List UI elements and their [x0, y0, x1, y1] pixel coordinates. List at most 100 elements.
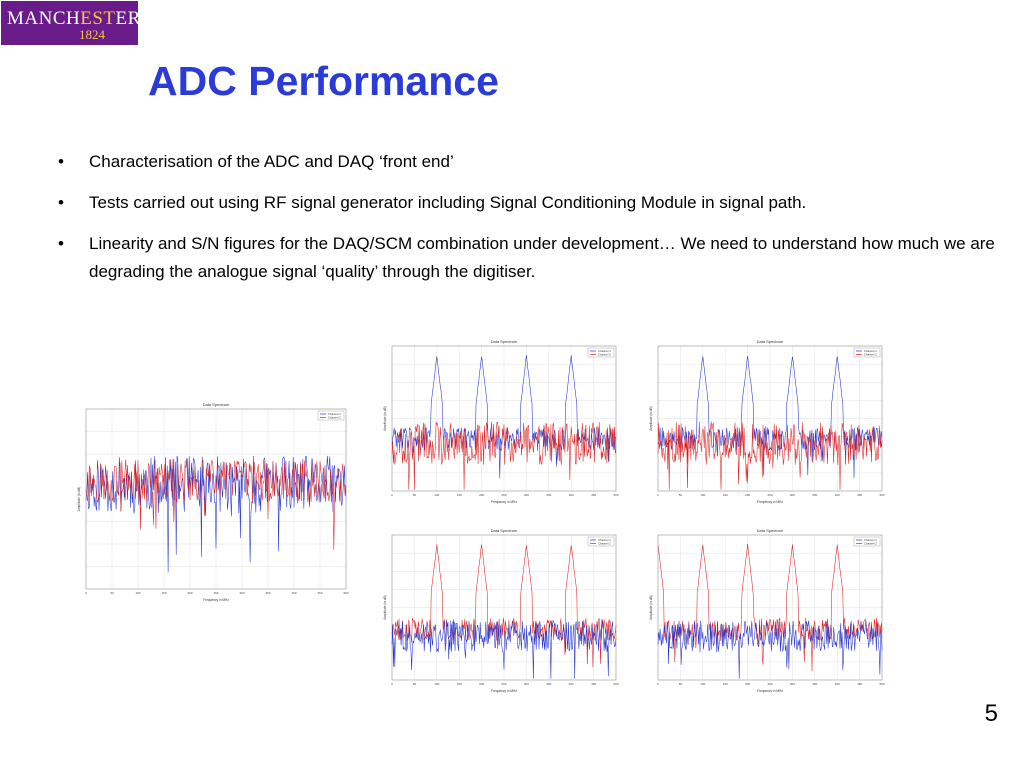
bullet-item: • Characterisation of the ADC and DAQ ‘f…	[40, 148, 1000, 176]
x-tick-label: 200	[479, 493, 484, 497]
x-tick-label: 150	[161, 591, 166, 595]
x-tick-label: 250	[767, 682, 772, 686]
bullet-list: • Characterisation of the ADC and DAQ ‘f…	[40, 148, 1000, 299]
x-axis-label: Frequency in MHz	[203, 598, 229, 602]
x-tick-label: 200	[745, 493, 750, 497]
x-tick-label: 50	[413, 493, 417, 497]
bullet-item: • Linearity and S/N figures for the DAQ/…	[40, 230, 1000, 286]
series-channel-2	[85, 459, 347, 550]
x-tick-label: 150	[723, 493, 728, 497]
bullet-marker: •	[58, 152, 64, 171]
x-tick-label: 50	[413, 682, 417, 686]
x-tick-label: 450	[591, 493, 596, 497]
x-tick-label: 350	[546, 682, 551, 686]
legend-box	[587, 536, 615, 547]
series-channel-2	[391, 421, 617, 490]
x-tick-label: 250	[501, 493, 506, 497]
x-tick-label: 400	[569, 493, 574, 497]
x-tick-label: 250	[501, 682, 506, 686]
y-axis-label: Amplitude (in dB)	[383, 406, 387, 430]
x-tick-label: 0	[85, 591, 87, 595]
spectrum-plot-5: Data Spectrum 0 50 100 150 200 250 300 350 400 450…	[648, 526, 888, 696]
series-channel-1	[391, 619, 617, 679]
chart-title: Data Spectrum	[491, 339, 518, 344]
legend-box	[853, 347, 881, 358]
x-tick-label: 450	[857, 682, 862, 686]
series-channel-2	[657, 421, 883, 490]
x-tick-label: 300	[524, 493, 529, 497]
x-tick-label: 450	[857, 493, 862, 497]
logo-part-1: MANCH	[7, 8, 81, 29]
legend-box	[587, 347, 615, 358]
legend-label: Channel 1	[864, 349, 877, 353]
y-axis-label: Amplitude (in dB)	[77, 487, 81, 511]
legend-label: Channel 2	[864, 353, 877, 357]
legend-label: Channel 2	[328, 416, 341, 420]
x-tick-label: 150	[457, 493, 462, 497]
chart-title: Data Spectrum	[757, 528, 784, 533]
x-tick-label: 250	[213, 591, 218, 595]
legend-label: Channel 1	[598, 538, 611, 542]
university-logo: MANCHESTER 1824	[1, 1, 141, 45]
x-tick-label: 300	[239, 591, 244, 595]
logo-year: 1824	[79, 27, 105, 42]
x-tick-label: 300	[790, 682, 795, 686]
x-tick-label: 250	[767, 493, 772, 497]
y-axis-label: Amplitude (in dB)	[649, 595, 653, 619]
x-tick-label: 350	[812, 682, 817, 686]
x-tick-label: 100	[434, 493, 439, 497]
x-tick-label: 150	[457, 682, 462, 686]
x-tick-label: 100	[700, 493, 705, 497]
x-tick-label: 100	[135, 591, 140, 595]
x-tick-label: 350	[546, 493, 551, 497]
x-tick-label: 400	[569, 682, 574, 686]
legend-label: Channel 1	[864, 538, 877, 542]
x-tick-label: 50	[110, 591, 114, 595]
bullet-marker: •	[58, 193, 64, 212]
bullet-text: Characterisation of the ADC and DAQ ‘fro…	[89, 152, 454, 171]
x-tick-label: 150	[723, 682, 728, 686]
series-channel-2	[391, 544, 617, 668]
x-axis-label: Frequency in MHz	[491, 500, 517, 504]
spectrum-plot-2: Data Spectrum 0 50 100 150 200 250 300 350 400 450…	[382, 337, 622, 507]
logo-part-3: ER	[115, 8, 141, 29]
series-channel-1	[657, 620, 883, 679]
y-axis-label: Amplitude (in dB)	[649, 406, 653, 430]
x-tick-label: 450	[317, 591, 322, 595]
slide-title: ADC Performance	[148, 58, 499, 104]
x-tick-label: 300	[790, 493, 795, 497]
legend-label: Channel 1	[598, 349, 611, 353]
x-tick-label: 200	[187, 591, 192, 595]
spectrum-plot-4: Data Spectrum 0 50 100 150 200 250 300 350 400 450…	[382, 526, 622, 696]
x-tick-label: 400	[835, 682, 840, 686]
x-axis-label: Frequency in MHz	[491, 689, 517, 693]
x-tick-label: 200	[745, 682, 750, 686]
spectrum-plot-1: Data Spectrum 0 50 100 150 200 250 300 350 400 450…	[76, 400, 352, 605]
bullet-item: • Tests carried out using RF signal gene…	[40, 189, 1000, 217]
x-tick-label: 350	[265, 591, 270, 595]
logo-wordmark: MANCHESTER	[7, 8, 141, 30]
x-tick-label: 500	[879, 682, 884, 686]
x-tick-label: 450	[591, 682, 596, 686]
legend-box	[317, 410, 345, 421]
legend-label: Channel 2	[598, 542, 611, 546]
x-tick-label: 0	[657, 493, 659, 497]
x-tick-label: 100	[700, 682, 705, 686]
bullet-text: Tests carried out using RF signal genera…	[89, 193, 807, 212]
x-tick-label: 400	[835, 493, 840, 497]
x-tick-label: 0	[657, 682, 659, 686]
plot-frame	[657, 534, 883, 681]
x-tick-label: 0	[391, 682, 393, 686]
x-axis-label: Frequency in MHz	[757, 689, 783, 693]
x-tick-label: 500	[879, 493, 884, 497]
plot-frame	[657, 345, 883, 492]
y-axis-label: Amplitude (in dB)	[383, 595, 387, 619]
bullet-text: Linearity and S/N figures for the DAQ/SC…	[89, 234, 995, 281]
legend-label: Channel 2	[864, 542, 877, 546]
spectrum-plot-3: Data Spectrum 0 50 100 150 200 250 300 350 400 450…	[648, 337, 888, 507]
x-tick-label: 50	[679, 493, 683, 497]
legend-label: Channel 2	[598, 353, 611, 357]
x-tick-label: 0	[391, 493, 393, 497]
x-tick-label: 500	[613, 682, 618, 686]
bullet-marker: •	[58, 234, 64, 253]
